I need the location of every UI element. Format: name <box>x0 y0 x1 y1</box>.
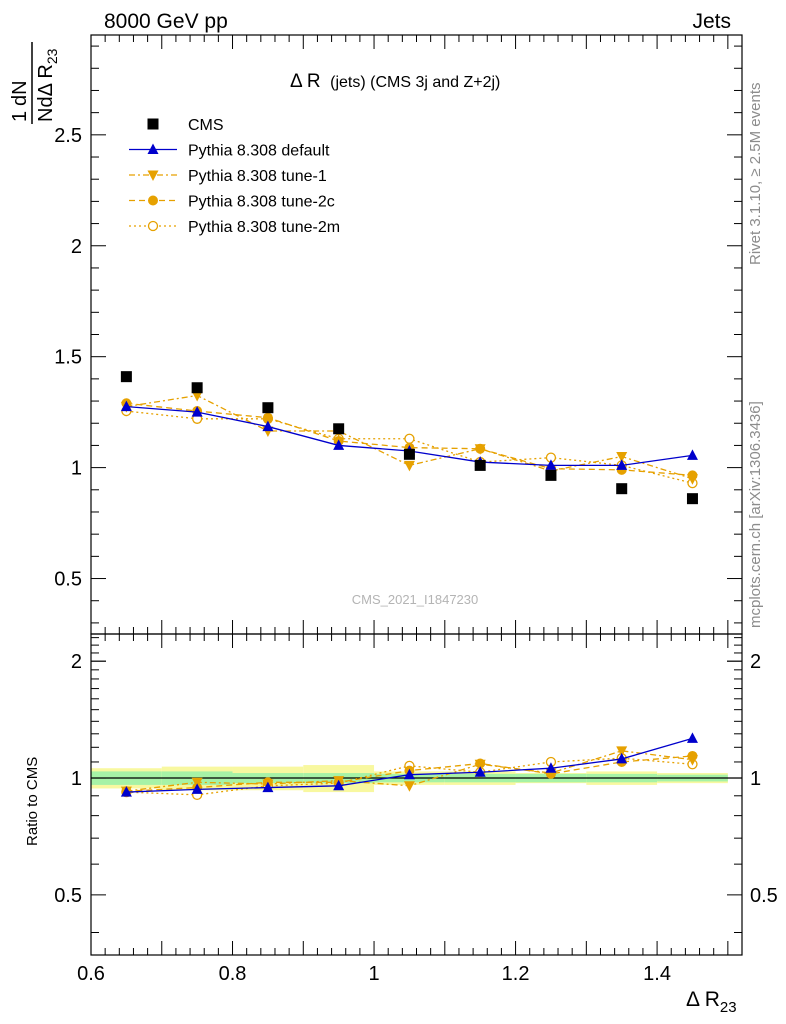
y-label-dn: dN <box>9 80 31 106</box>
ratio-plot-frame <box>90 633 743 956</box>
plot-title-suffix: (jets) (CMS 3j and Z+2j) <box>330 74 500 91</box>
data-point <box>616 459 628 470</box>
data-point <box>333 423 345 435</box>
x-tick-label: 0.6 <box>77 963 105 985</box>
x-tick-label: 0.8 <box>219 963 247 985</box>
legend-item: Pythia 8.308 default <box>129 143 330 160</box>
series-line <box>126 394 693 480</box>
legend-marker <box>147 143 159 154</box>
header-left: 8000 GeV pp <box>104 10 228 33</box>
data-point <box>262 402 274 414</box>
ratio-point <box>686 732 698 743</box>
y-label-den-sub: 23 <box>44 48 60 64</box>
series-layer <box>120 371 698 801</box>
data-point <box>403 448 415 460</box>
ratio-y-tick-label: 1 <box>71 768 82 790</box>
y-axis-label: 1 dN NdΔ R23 <box>9 42 60 124</box>
legend-item: Pythia 8.308 tune-2m <box>129 219 340 236</box>
ratio-point <box>616 746 628 757</box>
data-point <box>616 483 628 495</box>
data-point <box>403 460 415 472</box>
data-point <box>545 459 557 470</box>
ratio-point <box>191 783 203 794</box>
ratio-point <box>616 752 628 764</box>
y-tick-label: 1.5 <box>54 347 82 369</box>
legend-label: Pythia 8.308 tune-2m <box>188 219 340 236</box>
ratio-point <box>403 781 415 792</box>
legend-label: CMS <box>188 117 224 134</box>
axis-ticks: 0.6 0.8 1 1.2 1.4 0.5 1 1.5 2 2.5 0.5 0.5 1 1 2 2 <box>54 35 778 985</box>
series-0 <box>120 371 698 505</box>
x-tick-label: 1.2 <box>502 963 530 985</box>
data-point <box>686 449 698 460</box>
y-tick-label: 0.5 <box>54 569 82 591</box>
legend-item: Pythia 8.308 tune-1 <box>129 168 327 185</box>
data-point <box>262 420 274 432</box>
data-point <box>474 459 486 471</box>
x-axis-label: Δ R23 <box>686 988 737 1016</box>
data-point <box>474 444 486 455</box>
data-point <box>191 391 203 402</box>
y-tick-label: 1 <box>71 458 82 480</box>
legend-marker <box>147 118 159 130</box>
legend: CMS Pythia 8.308 default Pythia 8.308 tune… <box>129 117 340 236</box>
plot-title-prefix: Δ R <box>290 71 321 92</box>
ratio-point <box>120 786 132 797</box>
data-point <box>686 474 698 485</box>
x-label-text: Δ R <box>686 988 720 1011</box>
legend-marker <box>148 195 158 206</box>
ratio-y-tick-label-right: 0.5 <box>750 885 778 907</box>
plot-title: Δ R (jets) (CMS 3j and Z+2j) <box>290 71 500 92</box>
watermark: CMS_2021_I1847230 <box>352 592 479 607</box>
legend-label: Pythia 8.308 tune-1 <box>188 168 327 185</box>
data-point <box>616 452 628 463</box>
ratio-point <box>474 766 486 777</box>
ratio-y-tick-label: 0.5 <box>54 885 82 907</box>
data-point <box>120 400 132 412</box>
data-point <box>262 412 273 423</box>
ratio-point <box>545 762 557 773</box>
series-line <box>126 402 693 477</box>
ratio-y-tick-label: 2 <box>71 651 82 673</box>
legend-item: CMS <box>147 117 224 134</box>
y-label-den-text: NdΔ R <box>35 64 57 122</box>
ratio-point <box>686 755 698 766</box>
legend-label: Pythia 8.308 tune-2c <box>188 194 335 211</box>
legend-item: Pythia 8.308 tune-2c <box>129 194 335 211</box>
ratio-y-tick-label-right: 1 <box>750 768 761 790</box>
ratio-point <box>191 777 203 789</box>
ratio-y-tick-label-right: 2 <box>750 651 761 673</box>
ratio-point <box>333 779 345 791</box>
ratio-y-label: Ratio to CMS <box>24 757 41 846</box>
data-point <box>120 371 132 383</box>
header-right: Jets <box>692 10 731 33</box>
data-point <box>404 433 415 444</box>
legend-marker <box>147 220 159 232</box>
y-tick-label: 2 <box>71 236 82 258</box>
x-label-sub: 23 <box>720 999 737 1016</box>
legend-marker <box>147 170 159 181</box>
ratio-point <box>474 759 486 771</box>
y-tick-label: 2.5 <box>54 125 82 147</box>
data-point <box>333 439 345 450</box>
y-label-one: 1 <box>9 111 31 122</box>
y-label-denominator: NdΔ R23 <box>35 48 60 122</box>
data-point <box>191 382 203 394</box>
x-tick-label: 1.4 <box>643 963 671 985</box>
ratio-point <box>262 781 274 793</box>
data-point <box>686 493 698 505</box>
mcplots-label: mcplots.cern.ch [arXiv:1306.3436] <box>747 401 764 628</box>
data-point <box>545 469 557 481</box>
x-tick-label: 1 <box>368 963 379 985</box>
data-point <box>191 406 203 417</box>
rivet-label: Rivet 3.1.10, ≥ 2.5M events <box>747 83 764 266</box>
ratio-point <box>403 768 415 780</box>
legend-label: Pythia 8.308 default <box>188 143 330 160</box>
